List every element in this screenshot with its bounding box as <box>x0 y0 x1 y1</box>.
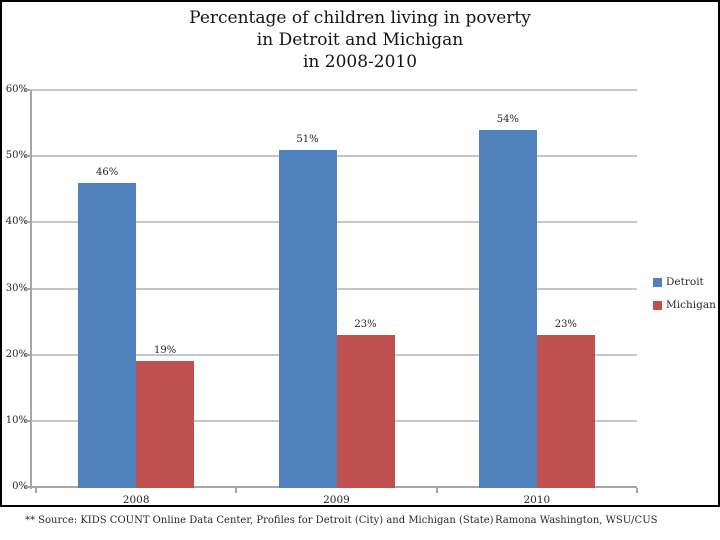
legend-item-detroit: Detroit <box>653 276 716 288</box>
y-axis-tick-label: 20% <box>5 348 28 360</box>
legend-label: Michigan <box>666 299 716 311</box>
y-axis-tick <box>25 287 30 290</box>
y-axis-tick-label: 50% <box>5 150 28 162</box>
x-axis-tick <box>435 488 438 493</box>
chart-frame: Percentage of children living in poverty… <box>0 0 720 507</box>
bar-data-label: 51% <box>296 133 319 145</box>
bar-detroit-2009 <box>278 149 337 488</box>
x-axis-tick <box>235 488 238 493</box>
bar-detroit-2008 <box>78 182 137 488</box>
y-axis-tick-label: 60% <box>5 84 28 95</box>
y-axis-tick <box>25 419 30 422</box>
x-axis-category-label: 2009 <box>323 494 350 506</box>
gridline <box>30 89 637 91</box>
source-note: ** Source: KIDS COUNT Online Data Center… <box>25 515 494 526</box>
bar-michigan-2008 <box>136 361 195 488</box>
legend-swatch-icon <box>653 300 662 310</box>
y-axis-tick <box>25 89 30 91</box>
y-axis-tick-label: 30% <box>5 282 28 294</box>
footer: ** Source: KIDS COUNT Online Data Center… <box>0 507 720 540</box>
bar-data-label: 23% <box>354 318 377 330</box>
legend-swatch-icon <box>653 277 662 287</box>
y-axis-tick <box>25 486 30 488</box>
y-axis-tick <box>25 155 30 158</box>
bar-data-label: 54% <box>496 113 519 125</box>
bar-michigan-2009 <box>336 334 395 488</box>
chart-title: Percentage of children living in poverty… <box>189 8 531 72</box>
credit-note: Ramona Washington, WSU/CUS <box>495 515 658 526</box>
legend: Detroit Michigan <box>653 276 716 322</box>
x-axis-category-label: 2008 <box>122 494 150 506</box>
bar-data-label: 19% <box>154 345 177 357</box>
y-axis-tick <box>25 353 30 356</box>
x-axis-tick <box>636 488 638 493</box>
legend-item-michigan: Michigan <box>653 299 716 311</box>
y-axis-tick-label: 10% <box>5 414 28 426</box>
bar-michigan-2010 <box>536 334 595 488</box>
y-axis-tick-label: 40% <box>5 216 28 228</box>
bar-data-label: 23% <box>554 318 577 330</box>
legend-label: Detroit <box>666 276 704 288</box>
y-axis-tick-label: 0% <box>12 481 28 492</box>
y-axis-tick <box>25 221 30 224</box>
x-axis-category-label: 2010 <box>523 494 551 506</box>
bar-data-label: 46% <box>96 166 119 178</box>
y-axis-line <box>30 90 32 489</box>
plot-area: 0% 10% 20% 30% 40% 50% 60% 46% 19% 2008 51% 23% 2009… <box>2 2 718 506</box>
bar-detroit-2010 <box>478 129 537 488</box>
x-axis-tick <box>35 488 37 493</box>
